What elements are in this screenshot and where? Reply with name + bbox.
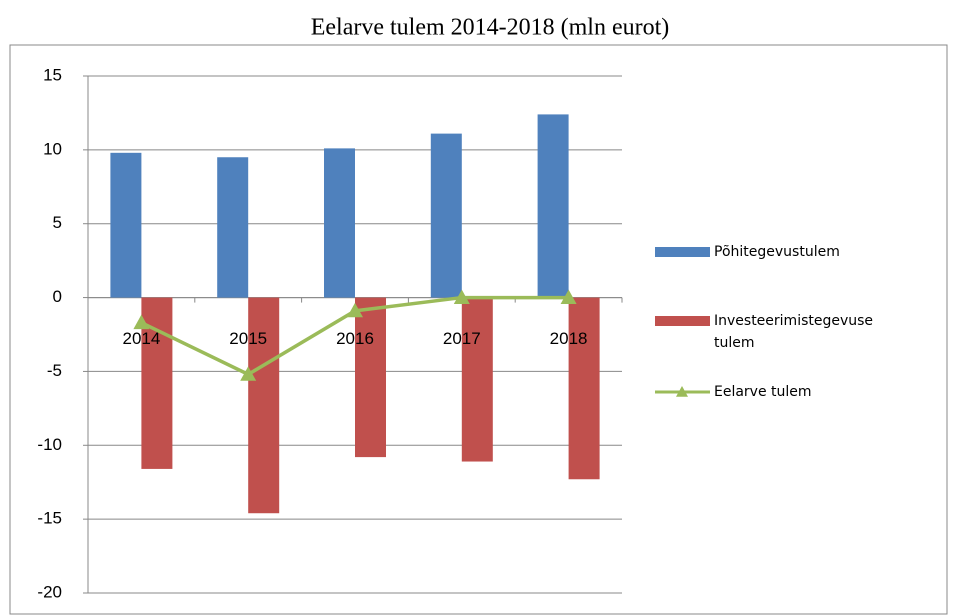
legend-swatch bbox=[655, 316, 710, 326]
line-marker bbox=[347, 302, 363, 318]
x-tick-label: 2015 bbox=[229, 329, 267, 348]
y-tick-label: 10 bbox=[43, 139, 62, 158]
bar bbox=[217, 157, 249, 298]
y-tick-label: -10 bbox=[37, 435, 62, 454]
bar bbox=[568, 297, 600, 480]
chart-title: Eelarve tulem 2014-2018 (mln eurot) bbox=[311, 15, 670, 41]
bar bbox=[248, 297, 280, 514]
line-marker bbox=[133, 314, 150, 330]
bar bbox=[324, 148, 355, 298]
x-tick-label: 2018 bbox=[550, 329, 588, 348]
chart-frame bbox=[9, 44, 948, 615]
y-tick-label: -15 bbox=[37, 509, 62, 528]
x-tick-label: 2014 bbox=[122, 329, 160, 348]
y-tick-label: 0 bbox=[53, 287, 62, 306]
x-tick-label: 2016 bbox=[336, 329, 374, 348]
bar bbox=[461, 297, 493, 462]
line-marker bbox=[453, 289, 470, 304]
y-tick-label: -5 bbox=[47, 361, 62, 380]
bar bbox=[355, 297, 386, 458]
y-tick-label: -20 bbox=[37, 582, 62, 601]
legend-swatch bbox=[655, 247, 710, 257]
line-marker bbox=[560, 289, 577, 304]
legend-label: Eelarve tulem bbox=[714, 384, 812, 400]
legend-swatch bbox=[676, 386, 688, 397]
bar bbox=[110, 152, 142, 298]
legend-label: Põhitegevustulem bbox=[714, 244, 840, 260]
bar bbox=[430, 133, 462, 298]
legend-label: Investeerimistegevuse tulem bbox=[714, 313, 874, 351]
x-tick-label: 2017 bbox=[443, 329, 481, 348]
y-tick-label: 15 bbox=[43, 65, 62, 84]
bar bbox=[537, 114, 569, 298]
line-marker bbox=[240, 366, 257, 381]
y-tick-label: 5 bbox=[53, 213, 62, 232]
